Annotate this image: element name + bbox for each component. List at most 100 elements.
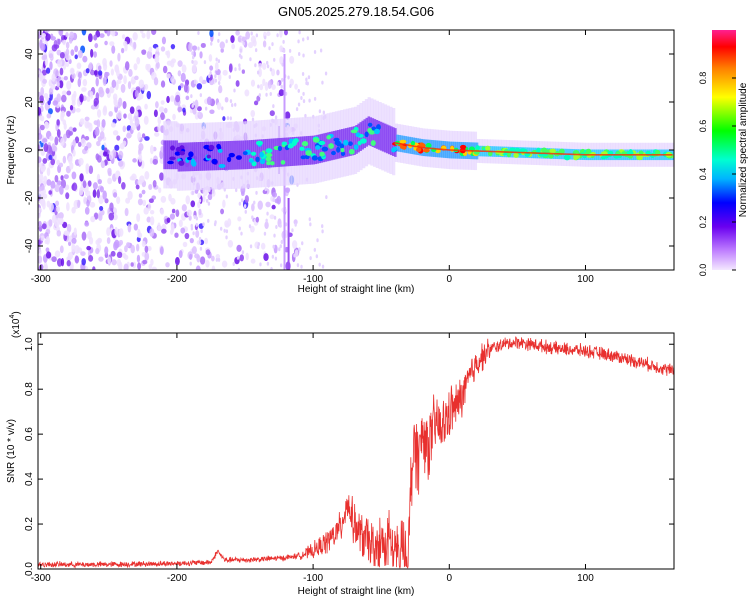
spectrogram-speckle <box>189 261 192 266</box>
spectrogram-blob <box>134 90 139 98</box>
spectrogram-blob <box>62 221 68 229</box>
spectrogram-blob <box>102 190 107 200</box>
spectrogram-band <box>200 141 203 171</box>
spectrogram-peak <box>265 148 273 154</box>
spectrogram-band <box>220 141 223 171</box>
spectrogram-blob <box>66 90 72 96</box>
spectrogram-blob <box>89 236 94 245</box>
snr-frame <box>37 332 675 570</box>
spectrogram-blob <box>130 122 137 131</box>
spectrogram-blob <box>69 38 73 44</box>
colorbar-tick-label: 0.2 <box>698 216 708 229</box>
spectrogram-blob <box>77 50 83 59</box>
spectrogram-speckle <box>266 64 270 69</box>
spectrogram-blob <box>138 153 143 163</box>
spectrogram-blob <box>124 61 130 71</box>
spectrogram-blob <box>43 261 48 270</box>
spectrogram-blob <box>40 43 46 52</box>
spectrogram-peak <box>318 140 326 146</box>
spectrogram-blob <box>198 208 202 216</box>
spectrogram-speckle <box>213 222 217 227</box>
spectrogram-speckle <box>296 263 300 268</box>
spectrogram-speckle <box>295 107 299 112</box>
spectrogram-y-tick-label: 0 <box>24 147 35 153</box>
spectrogram-blob <box>88 255 94 262</box>
spectrogram-blob <box>81 258 86 266</box>
spectrogram-band <box>273 138 277 168</box>
spectrogram-blob <box>250 109 256 118</box>
spectrogram-blob <box>60 175 64 181</box>
spectrogram-blob <box>220 208 225 215</box>
spectrogram-blob <box>89 69 96 76</box>
spectrogram-band <box>383 123 387 153</box>
spectrogram-speckle <box>240 231 243 236</box>
spectrogram-peak <box>255 140 263 146</box>
spectrogram-peak <box>418 142 425 148</box>
spectrogram-blob <box>155 101 159 109</box>
spectrogram-blob <box>101 144 105 151</box>
snr-y-tick-label: 0.4 <box>24 472 35 486</box>
spectrogram-band <box>271 138 275 168</box>
spectrogram-blob <box>77 141 82 148</box>
colorbar-tick-label: 0.0 <box>698 264 708 277</box>
spectrogram-blob <box>177 106 183 112</box>
spectrogram-blob <box>146 30 151 40</box>
spectrogram-speckle <box>297 102 301 107</box>
spectrogram-blob <box>150 258 154 266</box>
spectrogram-blob <box>143 207 149 215</box>
spectrogram-speckle <box>316 238 319 243</box>
spectrogram-blob <box>68 241 72 247</box>
spectrogram-speckle <box>266 60 269 65</box>
spectrogram-band <box>312 135 315 165</box>
spectrogram-blob <box>216 102 222 110</box>
spectrogram-speckle <box>313 49 317 54</box>
spectrogram-blob <box>174 232 179 238</box>
spectrogram-speckle <box>269 67 273 72</box>
spectrogram-blob <box>45 96 50 102</box>
spectrogram-blob <box>146 216 151 223</box>
spectrogram-speckle <box>219 226 223 231</box>
spectrogram-band <box>392 127 395 156</box>
spectrogram-speckle <box>193 214 196 219</box>
spectrogram-blob <box>51 256 57 263</box>
spectrogram-blob <box>134 110 139 117</box>
spectrogram-blob <box>218 85 223 94</box>
spectrogram-peak <box>563 154 571 161</box>
spectrogram-blob <box>191 246 197 254</box>
spectrogram-blob <box>123 263 129 270</box>
spectrogram-blob <box>165 262 170 268</box>
spectrogram-speckle <box>198 236 202 241</box>
spectrogram-band <box>181 142 185 172</box>
spectrogram-blob <box>104 198 109 204</box>
spectrogram-blob <box>171 58 176 64</box>
spectrogram-blob <box>239 254 244 262</box>
spectrogram-blob <box>250 79 256 87</box>
spectrogram-peak <box>638 150 644 156</box>
spectrogram-y-label: Frequency (Hz) <box>6 116 17 185</box>
spectrogram-blob <box>138 143 144 152</box>
spectrogram-blob <box>155 61 160 69</box>
spectrogram-peak <box>370 140 376 147</box>
spectrogram-blob <box>69 31 75 39</box>
spectrogram-blob <box>69 104 74 111</box>
spectrogram-x-tick-label: -100 <box>303 274 323 285</box>
spectrogram-speckle <box>238 201 242 206</box>
spectrogram-speckle <box>199 93 203 98</box>
spectrogram-blob <box>96 140 101 147</box>
spectrogram-blob <box>231 43 236 50</box>
spectrogram-blob <box>103 105 107 113</box>
spectrogram-blob <box>181 64 187 73</box>
spectrogram-speckle <box>240 198 244 203</box>
spectrogram-speckle <box>195 222 198 227</box>
spectrogram-blob <box>49 33 54 39</box>
spectrogram-peak <box>300 155 307 160</box>
spectrogram-band <box>255 139 258 169</box>
spectrogram-band <box>310 135 313 165</box>
spectrogram-blob <box>98 195 104 205</box>
spectrogram-speckle <box>306 81 309 86</box>
spectrogram-blob <box>96 109 102 118</box>
spectrogram-speckle <box>281 77 284 82</box>
spectrogram-speckle <box>318 109 322 114</box>
spectrogram-blob <box>215 254 221 259</box>
spectrogram-blob <box>82 55 88 63</box>
